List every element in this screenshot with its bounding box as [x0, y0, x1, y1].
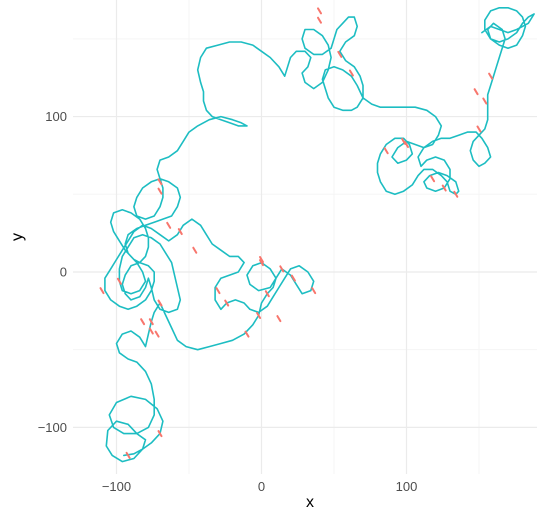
x-tick-label: 0: [258, 479, 265, 494]
marker-point: [157, 178, 163, 186]
marker-point: [290, 274, 296, 282]
marker-point: [482, 97, 488, 105]
marker-point: [317, 16, 322, 24]
marker-point: [177, 228, 183, 236]
marker-point: [148, 318, 154, 326]
marker-point: [125, 451, 131, 459]
marker-point: [276, 315, 282, 323]
marker-point: [157, 187, 163, 195]
marker-point: [256, 311, 262, 319]
marker-point: [224, 299, 230, 307]
marker-point: [476, 125, 482, 133]
marker-point: [279, 265, 285, 273]
marker-point: [430, 175, 436, 183]
grid-lines: [73, 0, 537, 474]
marker-point: [116, 277, 122, 285]
marker-point: [453, 190, 459, 198]
marker-point: [383, 147, 389, 155]
marker-point: [404, 141, 409, 149]
marker-point: [348, 69, 354, 77]
y-axis-title: y: [9, 233, 26, 241]
tick-labels: −100 0 100 −100 0 100: [38, 109, 418, 494]
x-tick-label: 100: [396, 479, 418, 494]
track-series: [104, 7, 535, 463]
x-tick-label: −100: [102, 479, 131, 494]
marker-point: [166, 221, 172, 229]
marker-point: [317, 7, 322, 15]
marker-point: [259, 259, 264, 267]
x-axis-title: x: [306, 494, 314, 511]
y-tick-label: 0: [60, 264, 67, 279]
marker-point: [148, 327, 154, 335]
marker-series: [99, 7, 494, 459]
y-tick-label: 100: [45, 109, 67, 124]
marker-point: [154, 330, 160, 338]
marker-point: [192, 246, 198, 254]
marker-point: [473, 88, 479, 96]
marker-point: [264, 290, 270, 298]
marker-point: [488, 72, 494, 80]
marker-point: [157, 299, 163, 307]
marker-point: [259, 256, 264, 264]
marker-point: [311, 287, 317, 295]
track-line: [104, 7, 535, 463]
marker-point: [215, 287, 221, 295]
marker-point: [140, 318, 146, 326]
marker-point: [157, 430, 163, 438]
y-tick-label: −100: [38, 420, 67, 435]
marker-point: [99, 287, 105, 295]
marker-point: [337, 50, 343, 58]
marker-point: [244, 330, 250, 338]
marker-point: [441, 184, 447, 192]
